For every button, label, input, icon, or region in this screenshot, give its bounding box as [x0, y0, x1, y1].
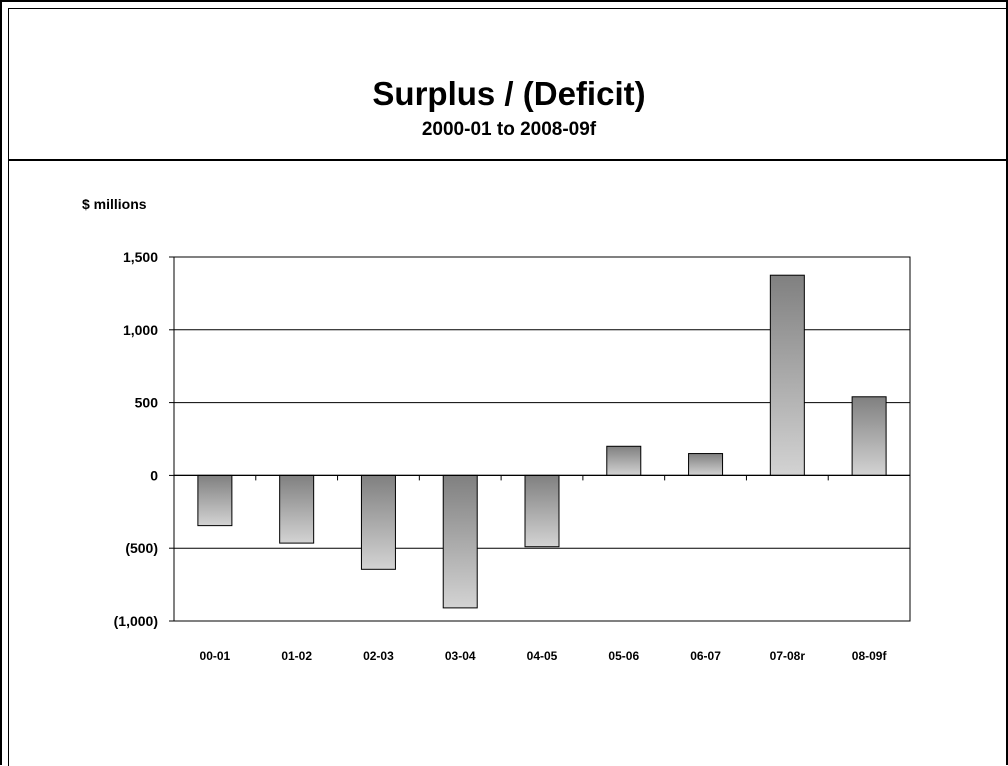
bar — [688, 453, 724, 476]
plot-area-border — [173, 256, 911, 622]
y-tick-label: 500 — [135, 395, 159, 411]
chart-panel: Surplus / (Deficit) 2000-01 to 2008-09f — [8, 8, 1008, 766]
bar — [360, 474, 396, 570]
bar — [197, 474, 233, 527]
y-tick-label: (1,000) — [114, 613, 158, 629]
bar — [769, 274, 805, 476]
x-tick-label: 01-02 — [281, 649, 312, 663]
x-tick-label: 08-09f — [852, 649, 888, 663]
x-tick-label: 03-04 — [445, 649, 476, 663]
chart-subtitle: 2000-01 to 2008-09f — [421, 119, 597, 140]
x-tick-label: 06-07 — [690, 649, 721, 663]
x-tick-label: 04-05 — [527, 649, 558, 663]
x-tick-label: 05-06 — [608, 649, 639, 663]
y-tick-label: (500) — [125, 540, 158, 556]
bar — [442, 474, 478, 609]
x-tick-label: 00-01 — [200, 649, 231, 663]
bar — [279, 474, 315, 544]
x-tick-label: 07-08r — [770, 649, 806, 663]
chart-title: Surplus / (Deficit) — [372, 75, 646, 112]
bar — [524, 474, 560, 548]
x-tick-label: 02-03 — [363, 649, 394, 663]
chart-header: Surplus / (Deficit) 2000-01 to 2008-09f — [9, 9, 1008, 161]
y-tick-label: 1,000 — [123, 322, 158, 338]
bar — [851, 396, 887, 476]
y-tick-label: 1,500 — [123, 249, 158, 265]
y-tick-label: 0 — [150, 467, 158, 483]
y-axis-label: $ millions — [82, 196, 147, 212]
bar — [606, 445, 642, 476]
